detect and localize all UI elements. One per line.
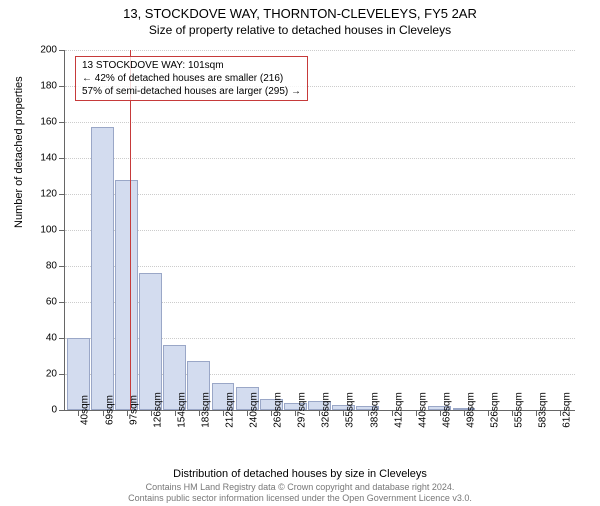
histogram-bar [91,127,114,410]
x-tick-label: 412sqm [385,392,404,428]
x-tick-label: 269sqm [265,392,284,428]
annotation-line: 13 STOCKDOVE WAY: 101sqm [82,59,301,72]
y-axis-title: Number of detached properties [13,76,25,228]
y-tick-label: 120 [40,189,65,200]
y-tick-label: 20 [46,369,65,380]
x-tick-label: 212sqm [217,392,236,428]
y-tick-label: 40 [46,333,65,344]
y-tick-label: 200 [40,45,65,56]
x-tick-label: 69sqm [96,395,115,425]
x-tick-label: 555sqm [506,392,525,428]
x-tick-label: 440sqm [409,392,428,428]
grid-line [65,122,575,123]
y-tick-label: 60 [46,297,65,308]
grid-line [65,194,575,195]
histogram-bar [115,180,138,410]
grid-line [65,50,575,51]
y-tick-label: 100 [40,225,65,236]
x-tick-label: 498sqm [457,392,476,428]
footer: Contains HM Land Registry data © Crown c… [0,482,600,505]
histogram-bar [139,273,162,410]
x-tick-label: 183sqm [192,392,211,428]
plot-area: 02040608010012014016018020040sqm69sqm97s… [64,50,575,411]
annotation-line: 57% of semi-detached houses are larger (… [82,85,301,98]
x-tick-label: 383sqm [361,392,380,428]
y-tick-label: 80 [46,261,65,272]
y-tick-label: 140 [40,153,65,164]
grid-line [65,230,575,231]
chart-title: 13, STOCKDOVE WAY, THORNTON-CLEVELEYS, F… [0,6,600,21]
x-tick-label: 297sqm [289,392,308,428]
annotation-line: ← 42% of detached houses are smaller (21… [82,72,301,85]
y-tick-label: 160 [40,117,65,128]
reference-line [130,50,131,410]
annotation-box: 13 STOCKDOVE WAY: 101sqm ← 42% of detach… [75,56,308,101]
x-tick-label: 40sqm [72,395,91,425]
x-tick-label: 326sqm [313,392,332,428]
x-tick-label: 355sqm [337,392,356,428]
chart-subtitle: Size of property relative to detached ho… [0,23,600,37]
y-tick-label: 180 [40,81,65,92]
x-tick-label: 469sqm [433,392,452,428]
x-tick-label: 612sqm [554,392,573,428]
x-tick-label: 583sqm [530,392,549,428]
x-tick-label: 154sqm [168,392,187,428]
footer-line: Contains HM Land Registry data © Crown c… [0,482,600,493]
x-axis-title: Distribution of detached houses by size … [0,468,600,480]
x-tick-label: 240sqm [241,392,260,428]
footer-line: Contains public sector information licen… [0,493,600,504]
y-tick-label: 0 [51,405,65,416]
x-tick-label: 126sqm [144,392,163,428]
chart-container: 13, STOCKDOVE WAY, THORNTON-CLEVELEYS, F… [0,6,600,506]
grid-line [65,266,575,267]
x-tick-label: 526sqm [482,392,501,428]
grid-line [65,158,575,159]
